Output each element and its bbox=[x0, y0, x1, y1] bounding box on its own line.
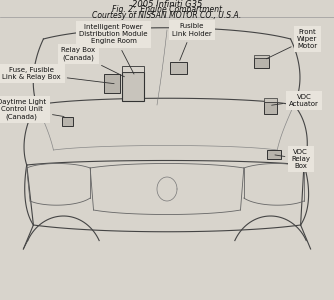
Text: Intelligent Power
Distribution Module
Engine Room: Intelligent Power Distribution Module En… bbox=[79, 25, 148, 74]
Text: VDC
Actuator: VDC Actuator bbox=[272, 94, 319, 107]
Text: Fuse, Fusible
Link & Relay Box: Fuse, Fusible Link & Relay Box bbox=[2, 67, 114, 84]
FancyBboxPatch shape bbox=[104, 74, 120, 93]
Text: Daytime Light
Control Unit
(Canada): Daytime Light Control Unit (Canada) bbox=[0, 99, 64, 120]
FancyBboxPatch shape bbox=[122, 72, 144, 100]
FancyBboxPatch shape bbox=[254, 58, 269, 68]
FancyBboxPatch shape bbox=[264, 98, 277, 102]
Text: Courtesy of NISSAN MOTOR CO., U.S.A.: Courtesy of NISSAN MOTOR CO., U.S.A. bbox=[93, 11, 241, 20]
FancyBboxPatch shape bbox=[267, 150, 281, 159]
FancyBboxPatch shape bbox=[254, 55, 269, 58]
Text: Front
Wiper
Motor: Front Wiper Motor bbox=[266, 29, 317, 59]
Text: 2005 Infiniti G35: 2005 Infiniti G35 bbox=[132, 0, 202, 9]
Text: VDC
Relay
Box: VDC Relay Box bbox=[275, 149, 310, 169]
Text: Fusible
Link Holder: Fusible Link Holder bbox=[172, 23, 212, 60]
Text: Fig. 2:  Engine Compartment: Fig. 2: Engine Compartment bbox=[112, 5, 222, 14]
FancyBboxPatch shape bbox=[170, 61, 187, 74]
FancyBboxPatch shape bbox=[62, 117, 73, 126]
FancyBboxPatch shape bbox=[264, 102, 277, 114]
Text: Relay Box
(Canada): Relay Box (Canada) bbox=[61, 47, 125, 77]
FancyBboxPatch shape bbox=[122, 66, 144, 72]
